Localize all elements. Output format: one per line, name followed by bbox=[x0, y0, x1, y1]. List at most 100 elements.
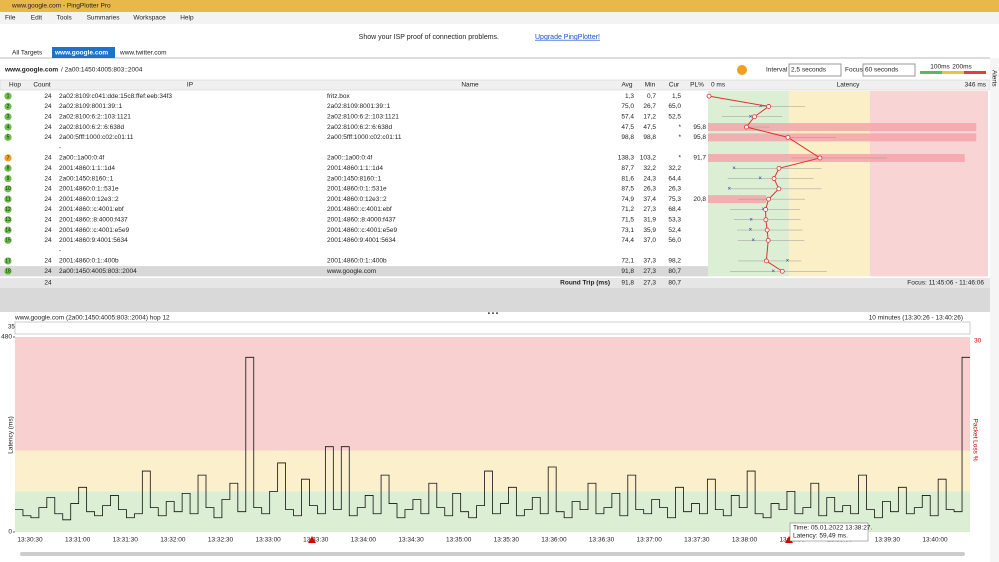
x-tick-label: 13:36:00 bbox=[541, 537, 567, 544]
current-mark: × bbox=[752, 238, 756, 244]
cell: 2a02:8109:8001:39::1 bbox=[59, 103, 123, 110]
loss-marker bbox=[308, 536, 316, 543]
scale-label: 100ms bbox=[930, 64, 950, 71]
column-header[interactable]: Count bbox=[33, 82, 51, 89]
cell: 20,8 bbox=[693, 196, 706, 203]
hop-badge bbox=[4, 113, 12, 121]
menu-item[interactable]: Edit bbox=[31, 15, 42, 22]
cell: 2001:4860:9:4001:5634 bbox=[327, 237, 396, 244]
cell: 2001:4860:0:12e3::2 bbox=[327, 196, 387, 203]
interval-select[interactable] bbox=[788, 63, 842, 77]
splitter bbox=[0, 288, 990, 312]
interval-label: Interval bbox=[766, 67, 788, 74]
cell: 2001:4860:0:1::531e bbox=[59, 186, 119, 193]
cell: 52,5 bbox=[668, 113, 681, 120]
column-header[interactable]: 346 ms bbox=[965, 82, 987, 89]
cell: * bbox=[678, 155, 681, 162]
column-header[interactable]: PL% bbox=[690, 82, 704, 89]
cell: 2001:4860:0:12e3::2 bbox=[59, 196, 119, 203]
cell: 2001:4860::8:4000:f437 bbox=[327, 216, 396, 223]
cell: 24 bbox=[44, 103, 52, 110]
current-mark: × bbox=[732, 166, 736, 172]
column-header[interactable]: Min bbox=[645, 82, 656, 89]
cell: 24 bbox=[44, 175, 52, 182]
cell: 24 bbox=[44, 227, 52, 234]
cell: 71,5 bbox=[621, 216, 634, 223]
cell: 7 bbox=[7, 155, 10, 161]
cell: 64,4 bbox=[668, 175, 681, 182]
cell: 11 bbox=[5, 196, 10, 202]
cell: 26,7 bbox=[643, 103, 656, 110]
x-tick-label: 13:38:00 bbox=[732, 537, 758, 544]
column-header[interactable]: Hop bbox=[9, 82, 21, 89]
x-tick-label: 13:37:00 bbox=[637, 537, 663, 544]
cell: 87,5 bbox=[621, 186, 634, 193]
cell: 2a00::1a00:0:4f bbox=[327, 155, 372, 162]
cell: 87,7 bbox=[621, 165, 634, 172]
menu-item[interactable]: Summaries bbox=[87, 15, 121, 22]
summary-cell: Round Trip (ms) bbox=[560, 280, 610, 287]
cell: * bbox=[678, 124, 681, 131]
tab[interactable]: www.twitter.com bbox=[119, 50, 167, 57]
hop-badge bbox=[4, 164, 12, 172]
latency-point bbox=[776, 165, 782, 171]
cell: 24 bbox=[44, 186, 52, 193]
cell: 24 bbox=[44, 237, 52, 244]
cell: 35,9 bbox=[643, 227, 656, 234]
side-label[interactable]: Alerts bbox=[990, 70, 997, 87]
cell: 2a02:8100:6:2::6:638d bbox=[59, 124, 124, 131]
banner-link[interactable]: Upgrade PingPlotter! bbox=[535, 34, 600, 41]
window-title: www.google.com - PingPlotter Pro bbox=[11, 3, 111, 10]
cell: 24 bbox=[44, 268, 52, 275]
timeline-range: 10 minutes (13:30:26 - 13:40:26) bbox=[869, 315, 963, 322]
x-tick-label: 13:35:00 bbox=[446, 537, 472, 544]
cell: 80,7 bbox=[668, 268, 681, 275]
timeline-header: www.google.com (2a00:1450:4005:803::2004… bbox=[14, 315, 170, 322]
summary-cell: 24 bbox=[44, 280, 52, 287]
scrollbar[interactable] bbox=[20, 552, 965, 556]
menu-item[interactable]: Help bbox=[180, 15, 194, 22]
tab[interactable]: All Targets bbox=[12, 50, 43, 57]
splitter-grip[interactable]: • • • bbox=[488, 311, 499, 318]
cell: 68,4 bbox=[668, 206, 681, 213]
cell: 65,0 bbox=[668, 103, 681, 110]
tab[interactable]: www.google.com bbox=[54, 50, 108, 57]
cell: 24 bbox=[44, 113, 52, 120]
summary-row bbox=[0, 278, 990, 288]
cell: 4 bbox=[7, 124, 10, 130]
column-header[interactable]: Cur bbox=[669, 82, 680, 89]
hop-badge bbox=[4, 123, 12, 131]
latency-point bbox=[763, 217, 769, 223]
cell: 32,2 bbox=[643, 165, 656, 172]
menu-item[interactable]: Workspace bbox=[133, 15, 166, 22]
x-tick-label: 13:40:00 bbox=[922, 537, 948, 544]
cell: 2001:4860::c:4001:ebf bbox=[327, 206, 392, 213]
cell: 2001:4860:1:1::1d4 bbox=[327, 165, 383, 172]
cell: 2001:4860::c:4001:e5e9 bbox=[59, 227, 130, 234]
latency-point bbox=[763, 207, 769, 212]
zone-red bbox=[15, 337, 970, 451]
menu-item[interactable]: Tools bbox=[57, 15, 73, 22]
column-header[interactable]: Avg bbox=[621, 82, 632, 89]
column-header[interactable]: Latency bbox=[837, 82, 861, 89]
scale-label: 200ms bbox=[952, 64, 972, 71]
column-header[interactable]: 0 ms bbox=[711, 82, 726, 89]
summary-cell: 80,7 bbox=[668, 280, 681, 287]
hop-badge bbox=[4, 257, 12, 265]
alert-icon[interactable] bbox=[737, 65, 747, 75]
x-tick-label: 13:34:30 bbox=[398, 537, 424, 544]
column-header[interactable]: Name bbox=[461, 82, 479, 89]
cell: 18 bbox=[5, 269, 11, 275]
cell: 71,2 bbox=[621, 206, 634, 213]
cell: 3 bbox=[7, 114, 10, 120]
column-header[interactable]: IP bbox=[187, 82, 193, 89]
cell: 2a00:1450:4005:803::2004 bbox=[59, 268, 137, 275]
focus-select[interactable] bbox=[862, 63, 916, 77]
cell: 2001:4860::c:4001:e5e9 bbox=[327, 227, 398, 234]
cell: 31,9 bbox=[643, 216, 656, 223]
cell: 9 bbox=[7, 176, 10, 182]
cell: 53,3 bbox=[668, 216, 681, 223]
menu-item[interactable]: File bbox=[5, 15, 16, 22]
y-tick-label: 0 bbox=[8, 529, 12, 536]
current-mark: × bbox=[749, 217, 753, 223]
